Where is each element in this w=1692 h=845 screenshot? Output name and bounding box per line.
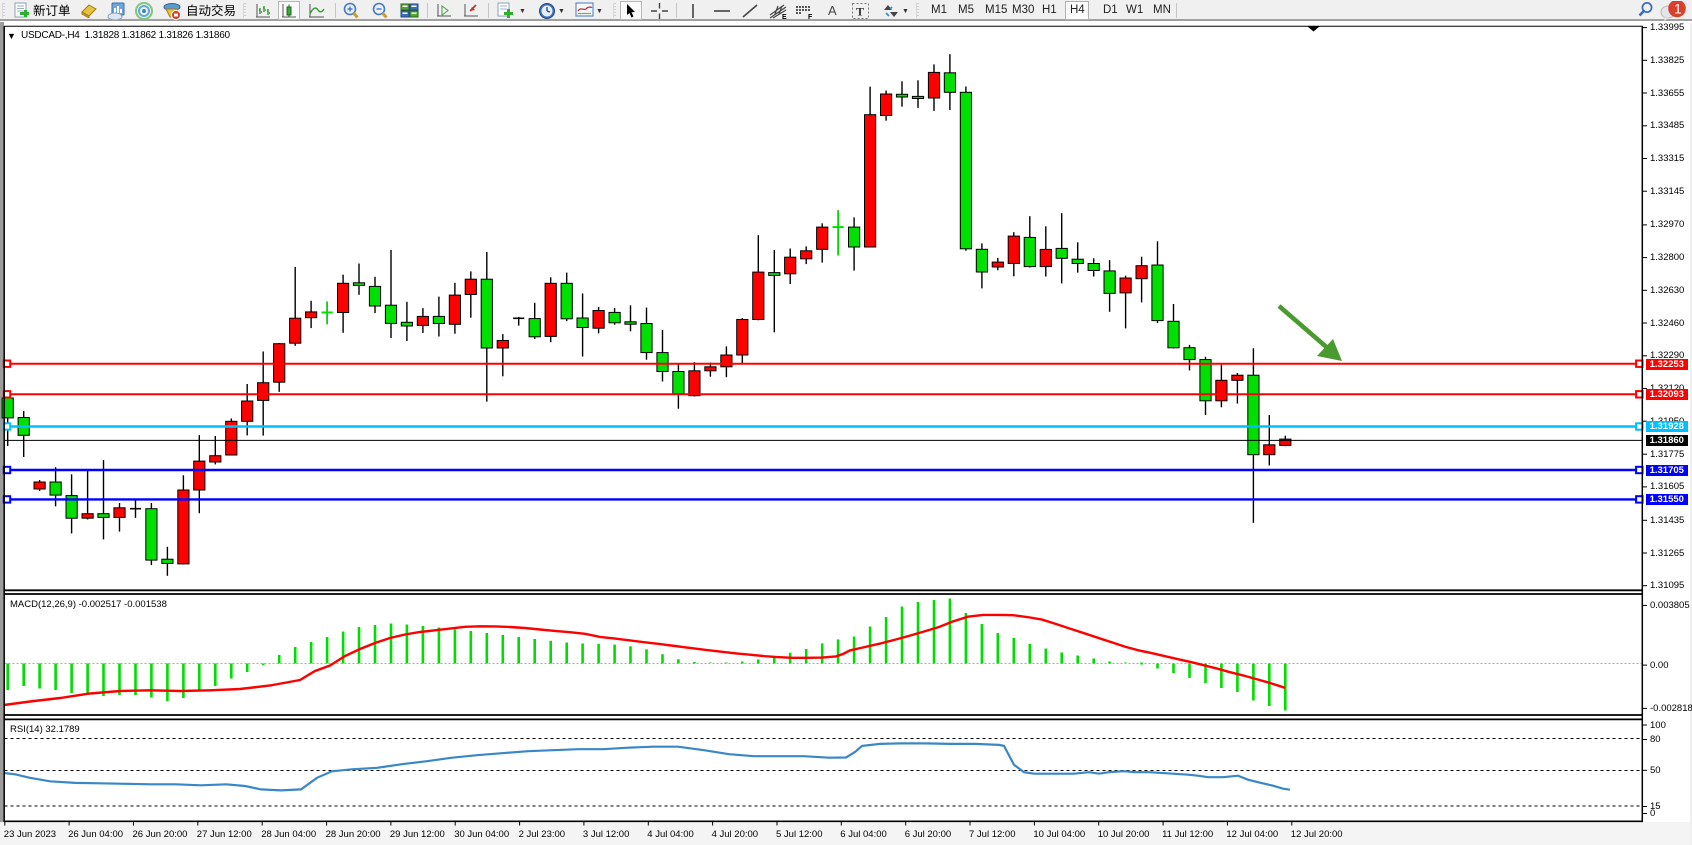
svg-text:T: T [856,5,864,19]
svg-text:1: 1 [1674,1,1682,17]
svg-text:E: E [782,14,787,20]
svg-text:F: F [808,14,813,20]
